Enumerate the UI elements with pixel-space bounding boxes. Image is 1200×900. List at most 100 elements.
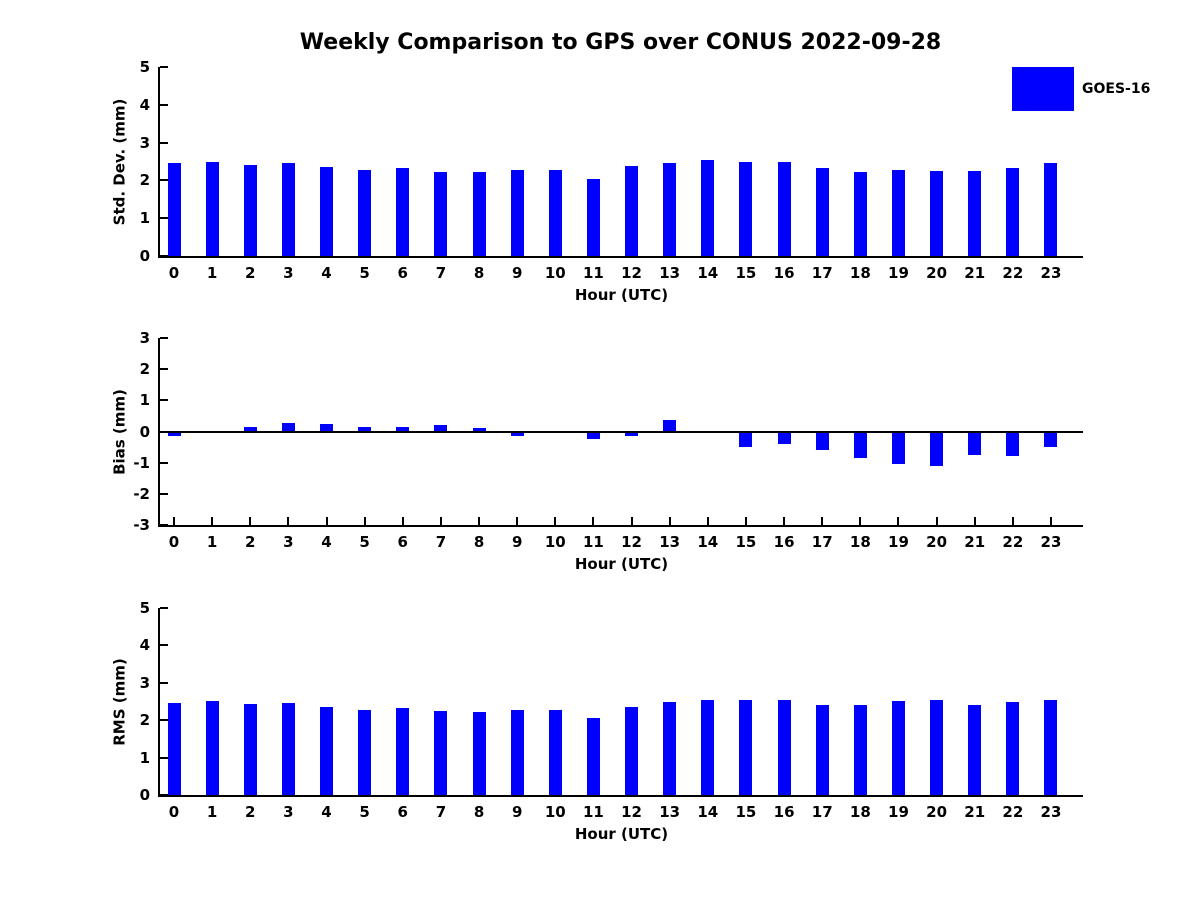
bar [586,717,600,795]
bar [472,172,486,256]
x-tick [211,517,214,525]
plot-rms: 0 1 2 3 4 5 0 1 2 3 4 5 6 7 8 9 10 11 12 13 14 15 16 17 18 19 20 21… [110,599,1083,843]
x-tick [706,517,709,525]
x-tick-label: 20 [926,803,948,821]
x-tick [935,517,938,525]
y-tick-label: -3 [133,516,150,534]
x-tick-label: 3 [283,264,294,282]
x-tick-label: 12 [621,533,642,551]
x-tick-label: 1 [206,533,218,551]
y-axis-label: Bias (mm) [110,388,128,475]
y-tick [160,337,168,339]
x-tick [363,517,366,525]
y-tick-label: -1 [133,453,150,472]
bar [777,161,791,256]
y-tick [160,399,168,402]
x-tick-label: 1 [206,264,218,282]
x-axis-label: Hour (UTC) [574,825,669,843]
x-tick [783,517,786,525]
x-tick-label: 14 [697,803,719,821]
x-tick [859,517,862,525]
bar [663,162,677,256]
x-tick-label: 21 [964,803,986,821]
x-tick-label: 15 [735,533,757,551]
x-tick-label: 6 [397,264,408,282]
bar [853,431,867,458]
bar [853,705,867,795]
y-tick [160,103,168,106]
x-tick-label: 2 [245,803,256,821]
y-tick [160,492,168,495]
y-tick [160,141,168,144]
y-tick [160,607,168,609]
x-tick [554,517,557,525]
bar [586,431,600,440]
x-tick-label: 10 [544,803,566,821]
legend-swatch [1012,67,1074,111]
x-tick-label: 4 [321,803,332,821]
y-tick [160,644,168,647]
x-tick-label: 16 [773,533,795,551]
x-tick-label: 1 [206,803,218,821]
x-tick-label: 3 [283,803,294,821]
x-tick-label: 2 [245,264,256,282]
x-tick [592,517,595,525]
bar [663,419,677,432]
x-tick [821,517,824,525]
bar [739,161,753,256]
x-tick-label: 5 [359,533,370,551]
bar [930,171,944,256]
x-tick [249,517,252,525]
y-tick-label: 5 [139,58,150,76]
bar [625,431,639,437]
bar [968,431,982,455]
bar [320,167,334,256]
x-tick-label: 7 [435,533,447,551]
bar [701,160,715,256]
x-tick-label: 6 [397,533,408,551]
y-tick-label: 3 [139,329,150,347]
x-tick-label: 9 [511,803,523,821]
x-tick-label: 8 [473,533,485,551]
plot-bias: 3 2 1 0 -1 -2 -3 0 1 2 3 4 5 6 7 8 9 10 11 12 13 14 15 16 17 18 19… [110,329,1083,573]
x-tick-label: 4 [321,264,332,282]
bar [777,431,791,444]
bar [968,705,982,795]
y-tick [160,255,168,257]
bar [434,425,448,432]
bar [320,706,334,795]
bar [281,163,295,256]
x-tick-label: 15 [735,803,757,821]
x-axis-label: Hour (UTC) [574,555,669,573]
x-tick [478,517,481,525]
bar [243,704,257,795]
x-tick [325,517,328,525]
bar [625,166,639,256]
bar [243,426,257,432]
y-tick-label: 5 [139,599,150,617]
bar [434,711,448,795]
x-tick-label: 20 [926,264,948,282]
x-tick-label: 9 [511,533,523,551]
x-tick-label: 8 [473,264,485,282]
x-tick [668,517,671,525]
bar [358,169,372,256]
x-tick-label: 21 [964,264,986,282]
x-tick-label: 17 [811,533,833,551]
x-tick-label: 11 [582,264,604,282]
bar [701,700,715,795]
x-tick-label: 3 [283,533,294,551]
x-tick-label: 5 [359,264,370,282]
x-tick-label: 12 [621,803,642,821]
x-tick [744,517,747,525]
bar [548,709,562,795]
x-tick-label: 19 [888,264,909,282]
x-tick-label: 18 [849,533,871,551]
x-tick-label: 18 [849,264,871,282]
x-tick-label: 23 [1040,803,1062,821]
x-tick-label: 13 [659,803,681,821]
bar [396,426,410,432]
y-tick [160,368,168,371]
x-tick-label: 23 [1040,264,1062,282]
x-tick-label: 14 [697,533,719,551]
